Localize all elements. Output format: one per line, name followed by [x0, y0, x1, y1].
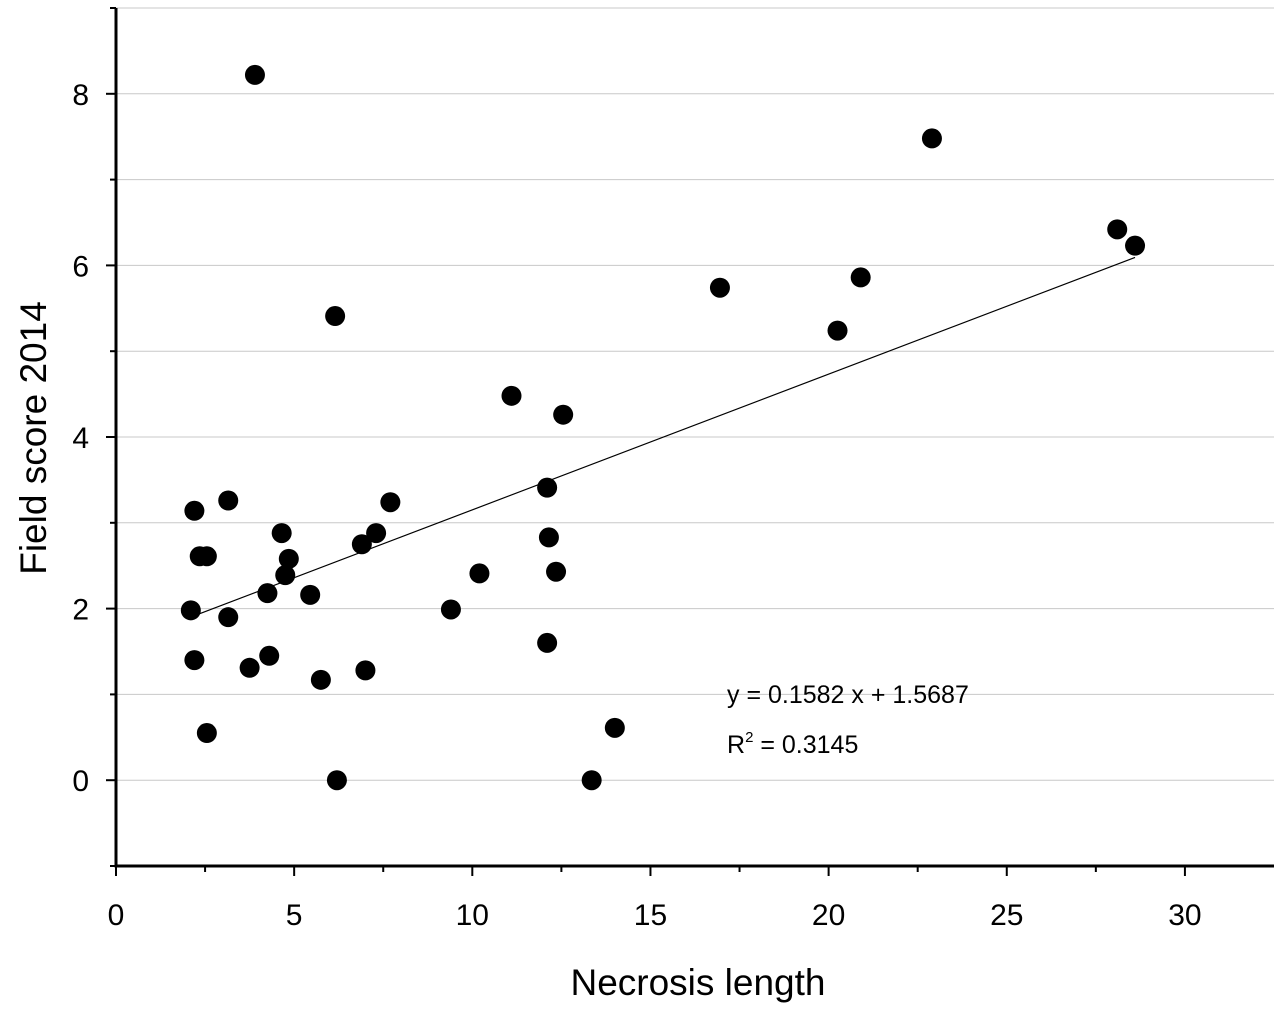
data-point: [709, 277, 730, 298]
data-point: [239, 657, 260, 678]
data-point: [278, 548, 299, 569]
data-points: [180, 64, 1146, 791]
data-point: [184, 500, 205, 521]
x-tick-label: 0: [108, 899, 125, 932]
data-point: [180, 600, 201, 621]
data-point: [921, 128, 942, 149]
x-tick-label: 10: [456, 899, 489, 932]
data-point: [184, 650, 205, 671]
regression-line: [190, 256, 1136, 618]
data-point: [325, 306, 346, 327]
data-point: [196, 723, 217, 744]
data-point: [581, 770, 602, 791]
data-point: [553, 404, 574, 425]
data-point: [218, 490, 239, 511]
data-point: [537, 477, 558, 498]
r-squared-value: = 0.3145: [753, 731, 858, 759]
data-point: [244, 64, 265, 85]
data-point: [380, 492, 401, 513]
data-point: [196, 546, 217, 567]
x-tick-label: 30: [1168, 899, 1201, 932]
data-point: [1107, 219, 1128, 240]
data-point: [310, 669, 331, 690]
data-point: [850, 267, 871, 288]
x-tick-label: 25: [990, 899, 1023, 932]
data-point: [537, 632, 558, 653]
data-point: [469, 563, 490, 584]
data-point: [326, 770, 347, 791]
data-point: [827, 320, 848, 341]
data-point: [366, 523, 387, 544]
y-tick-label: 0: [72, 765, 89, 798]
data-point: [275, 565, 296, 586]
data-point: [1125, 235, 1146, 256]
x-tick-label: 15: [634, 899, 667, 932]
r-squared-letter: R: [727, 731, 745, 759]
data-point: [440, 599, 461, 620]
data-point: [538, 527, 559, 548]
y-axis-title: Field score 2014: [13, 301, 54, 575]
y-tick-label: 8: [72, 79, 89, 112]
x-axis-title: Necrosis length: [570, 962, 825, 1003]
data-point: [218, 607, 239, 628]
y-tick-label: 6: [72, 250, 89, 283]
x-tick-label: 5: [286, 899, 303, 932]
x-tick-label: 20: [812, 899, 845, 932]
data-point: [351, 534, 372, 555]
ticks: [106, 7, 1186, 876]
data-point: [501, 385, 522, 406]
y-tick-label: 4: [72, 422, 89, 455]
r-squared-superscript: 2: [745, 729, 753, 746]
data-point: [546, 561, 567, 582]
data-point: [300, 584, 321, 605]
gridlines: [116, 7, 1274, 781]
r-squared-annotation: R2 = 0.3145: [727, 729, 858, 759]
equation-annotation: y = 0.1582 x + 1.5687: [727, 681, 969, 709]
data-point: [355, 660, 376, 681]
trendline: [190, 256, 1136, 618]
data-point: [271, 523, 292, 544]
data-point: [259, 645, 280, 666]
y-tick-label: 2: [72, 594, 89, 627]
data-point: [257, 583, 278, 604]
tick-labels: 0 2 4 6 8 0 5 10 15 20 25 30: [72, 79, 1201, 932]
data-point: [604, 717, 625, 738]
